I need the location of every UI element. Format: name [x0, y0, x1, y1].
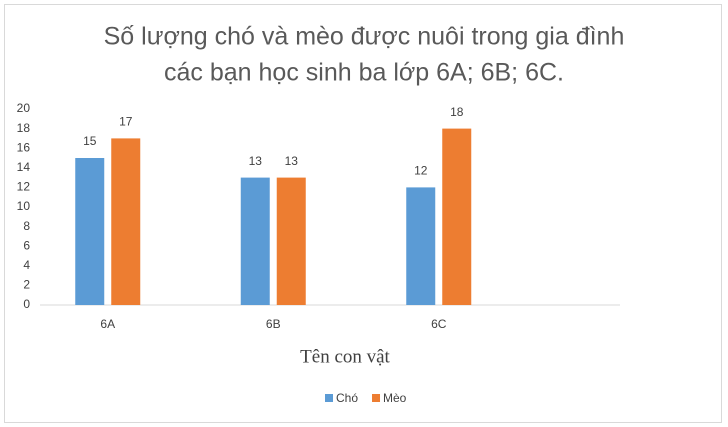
y-tick-label: 0 [23, 297, 30, 311]
legend-label: Chó [336, 391, 358, 405]
bar [406, 187, 436, 305]
y-tick-label: 2 [23, 278, 30, 292]
value-label: 13 [249, 154, 263, 168]
y-tick-label: 6 [23, 238, 30, 252]
y-tick-label: 16 [17, 140, 31, 154]
legend-swatch [372, 394, 381, 402]
y-tick-label: 20 [17, 101, 31, 115]
y-tick-label: 8 [23, 219, 30, 233]
y-tick-label: 18 [17, 121, 31, 135]
x-axis-title: Tên con vật [300, 346, 390, 367]
bar [442, 128, 472, 305]
value-label: 12 [414, 164, 428, 178]
bar [111, 138, 141, 305]
bar [276, 177, 306, 305]
y-tick-label: 4 [23, 258, 30, 272]
y-tick-label: 10 [17, 199, 31, 213]
x-tick-label: 6B [266, 317, 281, 331]
bar [240, 177, 270, 305]
y-tick-label: 12 [17, 180, 31, 194]
value-label: 17 [119, 115, 133, 129]
legend-label: Mèo [383, 391, 407, 405]
x-tick-label: 6C [431, 317, 447, 331]
legend-swatch [325, 394, 333, 402]
chart-title: các bạn học sinh ba lớp 6A; 6B; 6C. [164, 59, 564, 87]
y-tick-label: 14 [17, 160, 31, 174]
value-label: 18 [450, 105, 464, 119]
bar [75, 158, 105, 305]
value-label: 13 [285, 154, 299, 168]
value-label: 15 [83, 134, 97, 148]
chart-title: Số lượng chó và mèo được nuôi trong gia … [104, 23, 625, 51]
x-tick-label: 6A [100, 317, 115, 331]
